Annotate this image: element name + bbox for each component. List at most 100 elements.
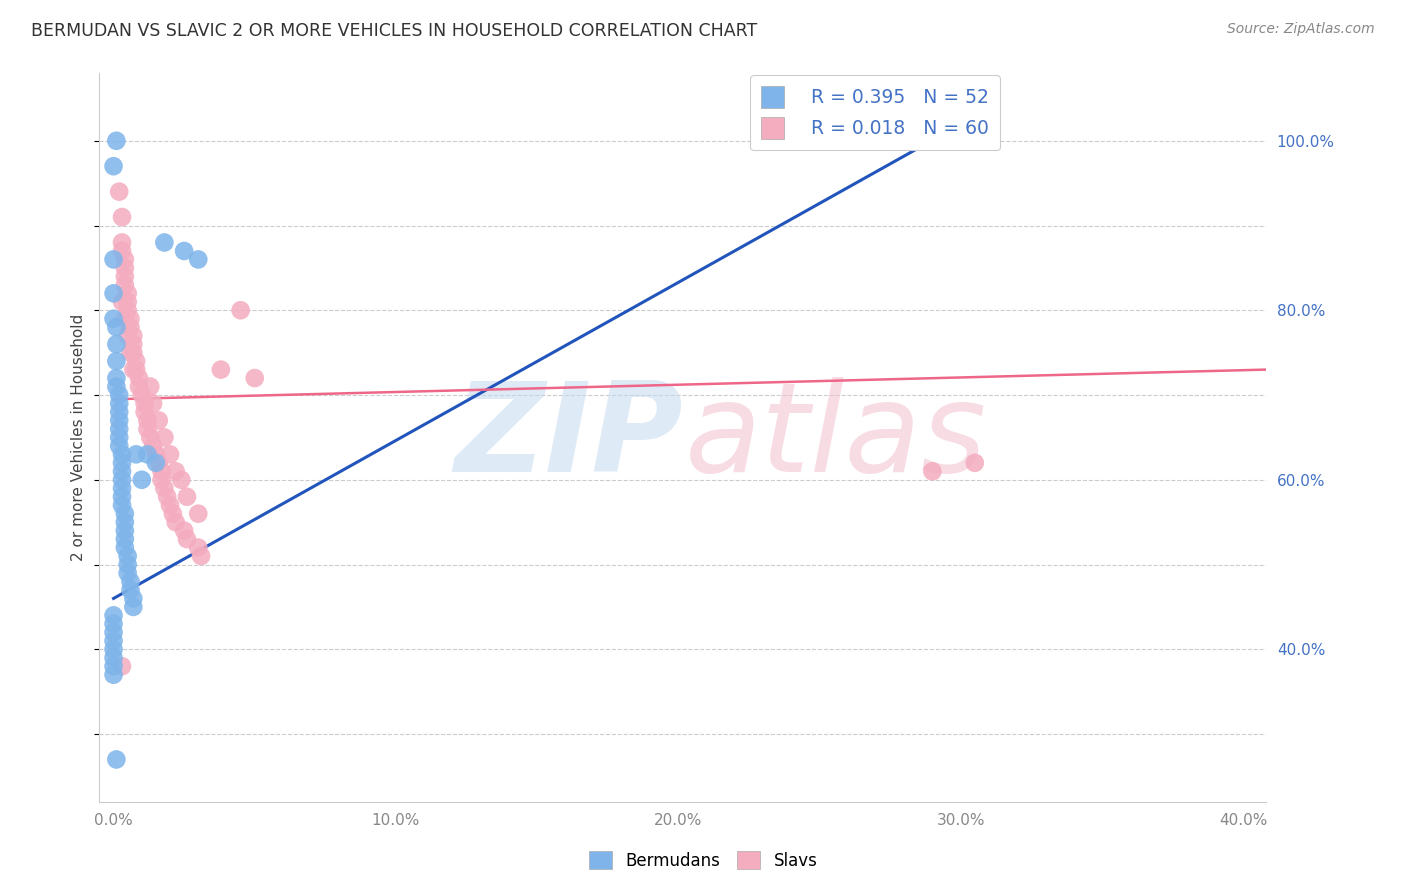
Point — [136, 447, 159, 461]
Point — [156, 490, 179, 504]
Point — [108, 430, 131, 444]
Point — [122, 591, 145, 606]
Point — [103, 659, 125, 673]
Point — [122, 362, 145, 376]
Point — [162, 507, 184, 521]
Point — [136, 422, 159, 436]
Point — [229, 303, 252, 318]
Point — [128, 379, 150, 393]
Point — [111, 473, 134, 487]
Point — [117, 549, 139, 563]
Point — [136, 413, 159, 427]
Point — [114, 541, 136, 555]
Text: ZIP: ZIP — [454, 377, 682, 498]
Point — [150, 464, 173, 478]
Point — [148, 456, 170, 470]
Point — [103, 650, 125, 665]
Point — [111, 498, 134, 512]
Point — [114, 524, 136, 538]
Point — [165, 515, 187, 529]
Point — [108, 422, 131, 436]
Point — [103, 642, 125, 657]
Point — [111, 481, 134, 495]
Point — [114, 269, 136, 284]
Text: Source: ZipAtlas.com: Source: ZipAtlas.com — [1227, 22, 1375, 37]
Point — [165, 464, 187, 478]
Point — [170, 473, 193, 487]
Point — [117, 566, 139, 580]
Point — [103, 625, 125, 640]
Y-axis label: 2 or more Vehicles in Household: 2 or more Vehicles in Household — [72, 314, 86, 561]
Point — [159, 498, 181, 512]
Point — [105, 379, 128, 393]
Point — [187, 507, 209, 521]
Point — [108, 388, 131, 402]
Point — [111, 244, 134, 258]
Point — [108, 185, 131, 199]
Point — [120, 320, 142, 334]
Point — [139, 379, 162, 393]
Point — [114, 507, 136, 521]
Point — [176, 532, 198, 546]
Point — [125, 354, 148, 368]
Point — [187, 252, 209, 267]
Point — [117, 558, 139, 572]
Point — [108, 405, 131, 419]
Point — [120, 311, 142, 326]
Point — [111, 235, 134, 250]
Point — [105, 320, 128, 334]
Point — [122, 599, 145, 614]
Point — [122, 345, 145, 359]
Point — [103, 311, 125, 326]
Point — [117, 328, 139, 343]
Point — [117, 294, 139, 309]
Point — [117, 286, 139, 301]
Point — [139, 430, 162, 444]
Point — [131, 388, 153, 402]
Point — [111, 659, 134, 673]
Legend: Bermudans, Slavs: Bermudans, Slavs — [582, 845, 824, 877]
Point — [125, 362, 148, 376]
Point — [153, 430, 176, 444]
Point — [114, 252, 136, 267]
Point — [111, 490, 134, 504]
Point — [114, 515, 136, 529]
Point — [122, 328, 145, 343]
Point — [105, 134, 128, 148]
Point — [921, 464, 943, 478]
Point — [148, 413, 170, 427]
Point — [103, 159, 125, 173]
Point — [142, 439, 165, 453]
Point — [103, 608, 125, 623]
Point — [111, 464, 134, 478]
Point — [209, 362, 232, 376]
Point — [173, 524, 195, 538]
Point — [105, 371, 128, 385]
Point — [128, 371, 150, 385]
Point — [103, 252, 125, 267]
Point — [131, 473, 153, 487]
Point — [134, 396, 156, 410]
Point — [103, 286, 125, 301]
Point — [120, 574, 142, 589]
Point — [963, 456, 986, 470]
Point — [153, 235, 176, 250]
Point — [111, 456, 134, 470]
Point — [111, 294, 134, 309]
Point — [105, 354, 128, 368]
Point — [153, 481, 176, 495]
Point — [103, 616, 125, 631]
Point — [120, 582, 142, 597]
Point — [103, 667, 125, 681]
Point — [111, 447, 134, 461]
Legend:   R = 0.395   N = 52,   R = 0.018   N = 60: R = 0.395 N = 52, R = 0.018 N = 60 — [749, 75, 1000, 150]
Point — [145, 447, 167, 461]
Point — [187, 541, 209, 555]
Point — [111, 210, 134, 224]
Point — [173, 244, 195, 258]
Point — [117, 303, 139, 318]
Text: BERMUDAN VS SLAVIC 2 OR MORE VEHICLES IN HOUSEHOLD CORRELATION CHART: BERMUDAN VS SLAVIC 2 OR MORE VEHICLES IN… — [31, 22, 758, 40]
Point — [114, 311, 136, 326]
Point — [108, 396, 131, 410]
Point — [108, 439, 131, 453]
